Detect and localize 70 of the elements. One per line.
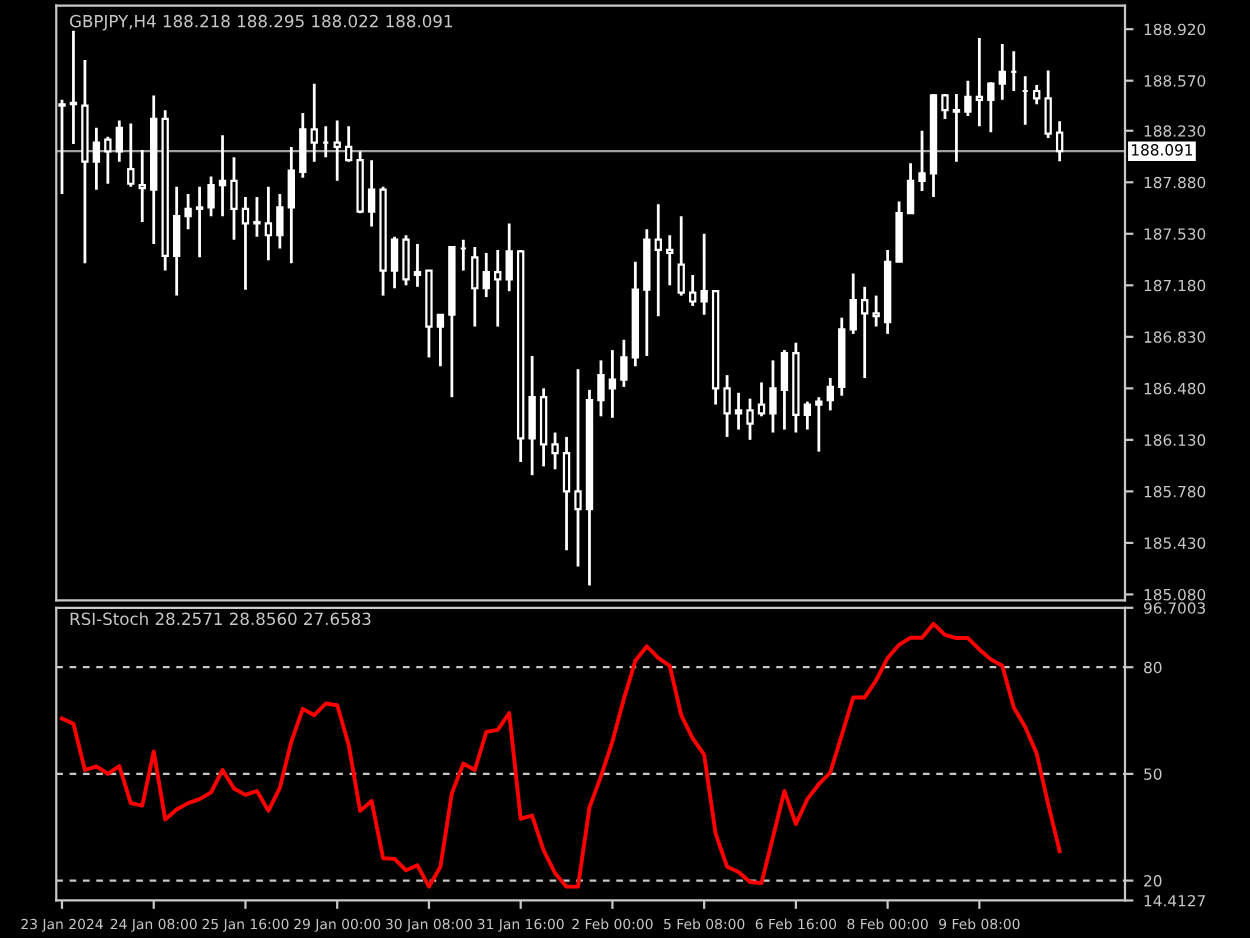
- candlestick: [184, 192, 192, 231]
- candlestick: [528, 354, 536, 477]
- candlestick: [494, 248, 502, 328]
- candlestick: [861, 285, 869, 380]
- candlestick: [344, 124, 353, 164]
- candlestick: [230, 155, 238, 242]
- candlestick: [333, 119, 341, 183]
- candlestick: [390, 235, 399, 290]
- candlestick: [241, 195, 250, 292]
- candlestick: [127, 122, 135, 189]
- candlestick: [826, 376, 834, 412]
- candlestick: [666, 233, 674, 287]
- candlestick: [918, 129, 926, 193]
- candlestick: [597, 358, 605, 418]
- candlestick: [195, 185, 204, 259]
- candlestick: [436, 313, 445, 368]
- candlestick: [264, 185, 273, 262]
- candlestick: [299, 111, 307, 180]
- candlestick: [746, 397, 754, 442]
- candlestick: [975, 36, 984, 128]
- candlestick: [734, 391, 743, 431]
- candlestick: [654, 202, 662, 318]
- candlestick: [688, 273, 697, 308]
- candlestick: [310, 82, 318, 164]
- candlestick: [906, 161, 915, 215]
- candlestick: [92, 126, 101, 192]
- candlestick: [562, 435, 571, 552]
- candlestick: [505, 222, 513, 293]
- candlestick: [1044, 69, 1052, 140]
- candlestick: [138, 148, 146, 224]
- candlestick: [780, 348, 789, 431]
- candlestick: [620, 338, 628, 389]
- candlestick: [815, 395, 823, 454]
- candlestick: [952, 92, 961, 164]
- candlestick: [69, 29, 78, 146]
- candlestick: [941, 92, 949, 121]
- text: GBPJPY,H4 188.218 188.295 188.022 188.091: [70, 14, 453, 31]
- candlestick: [413, 242, 422, 289]
- candlestick: [964, 79, 972, 118]
- candlestick: [104, 135, 112, 186]
- candlestick: [276, 192, 284, 250]
- candlestick: [849, 272, 857, 336]
- candlestick: [769, 358, 777, 434]
- candlestick: [987, 80, 995, 134]
- candlestick: [482, 251, 490, 299]
- candlestick: [287, 145, 296, 265]
- candlestick: [803, 400, 812, 431]
- candlestick: [539, 386, 548, 468]
- candlestick: [115, 119, 124, 164]
- candlestick: [1055, 119, 1064, 163]
- candlestick: [723, 373, 731, 439]
- candlestick: [608, 348, 617, 420]
- line-series: [60, 621, 1062, 889]
- candlestick: [402, 233, 410, 287]
- candlestick: [471, 245, 479, 328]
- candlestick: [207, 174, 215, 218]
- candlestick: [872, 294, 880, 328]
- candlestick: [551, 431, 559, 471]
- candlestick: [677, 214, 685, 297]
- candlestick: [700, 232, 708, 317]
- candlestick: [218, 133, 227, 218]
- candlestick: [367, 158, 376, 228]
- chart-title: RSI-Stoch 28.2571 28.8560 27.6583: [70, 612, 371, 626]
- candlestick: [172, 185, 181, 297]
- candlestick: [253, 195, 261, 239]
- candlestick: [574, 367, 582, 568]
- candlestick: [998, 42, 1006, 102]
- candlestick: [1033, 83, 1041, 106]
- candlestick: [757, 381, 766, 418]
- candlestick: [58, 98, 66, 196]
